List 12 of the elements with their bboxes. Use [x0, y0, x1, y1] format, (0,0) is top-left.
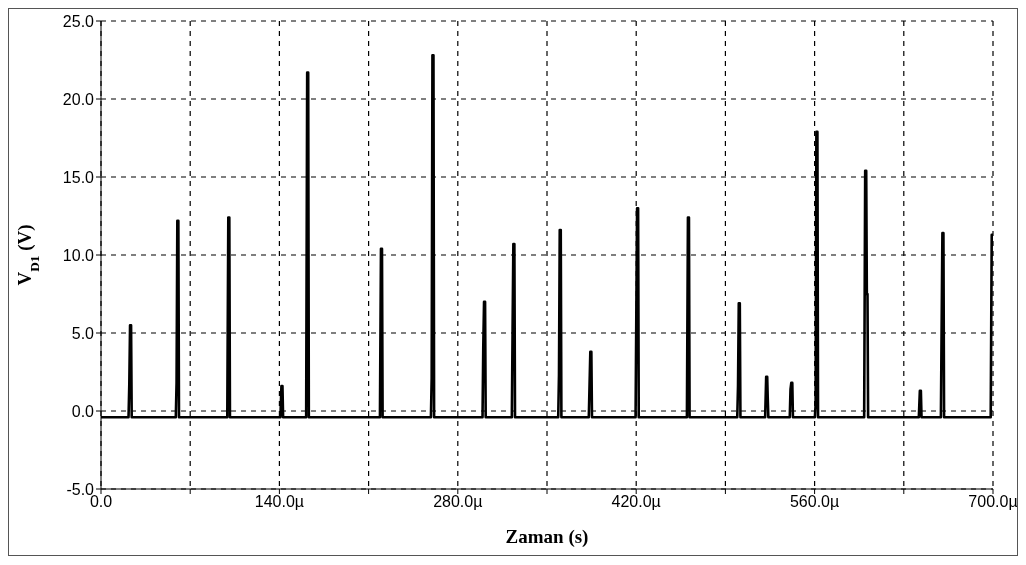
x-tick-label: 700.0µ	[968, 493, 1018, 511]
y-tick-label: 25.0	[62, 12, 95, 30]
y-tick-label: 10.0	[62, 246, 95, 264]
y-tick-label: 5.0	[71, 324, 95, 342]
x-tick-label: 420.0µ	[611, 493, 661, 511]
x-axis-title: Zaman (s)	[505, 526, 589, 548]
x-tick-label: 280.0µ	[433, 493, 483, 511]
y-tick-label: 0.0	[71, 402, 95, 420]
y-tick-label: 20.0	[62, 90, 95, 108]
y-tick-label: 15.0	[62, 168, 95, 186]
x-tick-label: 560.0µ	[789, 493, 840, 511]
x-tick-label: 140.0µ	[254, 493, 305, 511]
